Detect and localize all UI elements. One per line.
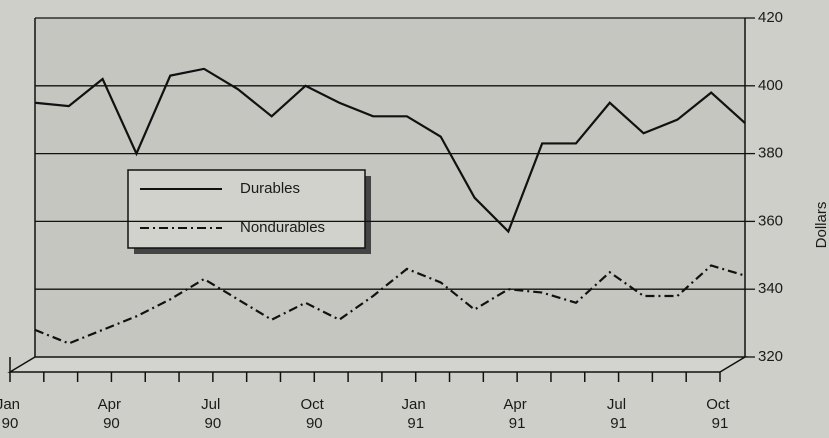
legend: Durables Nondurables <box>127 169 371 254</box>
legend-label: Nondurables <box>240 219 325 236</box>
data-line <box>34 264 746 345</box>
x-tick-label: Jan 90 <box>0 396 24 432</box>
y-tick-label: 360 <box>758 212 783 229</box>
y-tick-label: 380 <box>758 145 783 162</box>
y-tick-label: 420 <box>758 9 783 26</box>
legend-label: Durables <box>240 180 300 197</box>
data-line <box>34 67 746 234</box>
y-tick-label: 320 <box>758 348 783 365</box>
x-tick-label: Apr 90 <box>98 396 126 432</box>
floor <box>7 356 748 373</box>
x-tick-label: Apr 91 <box>503 396 531 432</box>
x-tick-label: Oct 91 <box>706 396 734 432</box>
y-tick-label: 400 <box>758 77 783 94</box>
x-tick-label: Oct 90 <box>301 396 329 432</box>
y-tick-label: 340 <box>758 280 783 297</box>
x-tick-label: Jan 91 <box>402 396 430 432</box>
x-tick-label: Jul 90 <box>201 396 224 432</box>
y-axis-label: Dollars <box>813 202 829 249</box>
x-tick-label: Jul 91 <box>607 396 630 432</box>
legend-box <box>127 169 366 249</box>
